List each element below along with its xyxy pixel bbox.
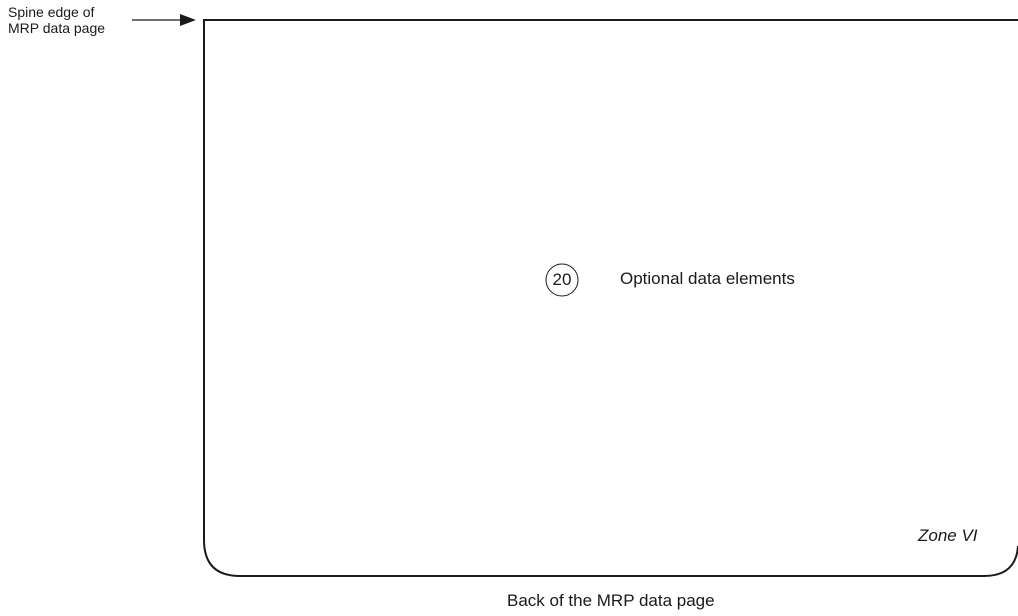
spine-edge-label-line1: Spine edge of (8, 4, 95, 20)
diagram-caption: Back of the MRP data page (507, 591, 715, 610)
spine-pointer-arrowhead (180, 14, 196, 26)
zone-label: Zone VI (918, 526, 978, 545)
spine-edge-label: Spine edge of MRP data page (8, 4, 105, 36)
element-number: 20 (552, 270, 572, 289)
page-outline (203, 19, 1018, 577)
spine-edge-label-line2: MRP data page (8, 20, 106, 36)
element-number-circle (545, 263, 579, 297)
optional-data-elements-label: Optional data elements (620, 269, 795, 288)
